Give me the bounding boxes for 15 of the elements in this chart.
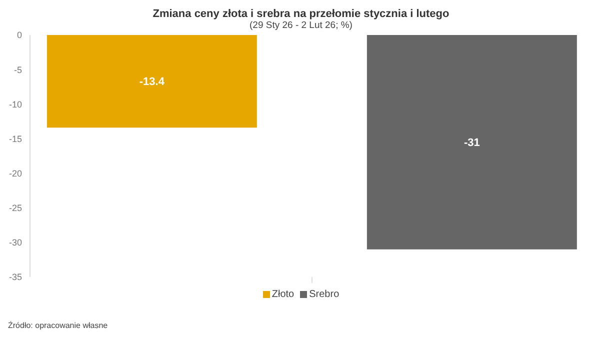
- y-tick-label: -20: [8, 168, 22, 178]
- y-tick-label: -5: [14, 64, 22, 75]
- y-tick-label: -30: [8, 238, 22, 248]
- y-tick-label: -35: [8, 272, 22, 282]
- legend-label: Srebro: [308, 289, 340, 300]
- data-label: -13.4: [139, 76, 166, 88]
- chart-subtitle: (29 Sty 26 - 2 Lut 26; %): [248, 20, 354, 31]
- data-label: -31: [464, 137, 480, 150]
- legend-label: Złoto: [270, 289, 294, 300]
- y-tick-label: 0: [16, 30, 22, 40]
- y-tick-label: -10: [8, 99, 22, 110]
- text: Źródło: opracowanie własne: [8, 321, 108, 330]
- chart-title: Zmiana ceny złota i srebra na przełomie stycznia i lutego: [152, 8, 450, 20]
- y-tick-label: -15: [8, 134, 22, 144]
- y-tick-label: -25: [8, 203, 22, 214]
